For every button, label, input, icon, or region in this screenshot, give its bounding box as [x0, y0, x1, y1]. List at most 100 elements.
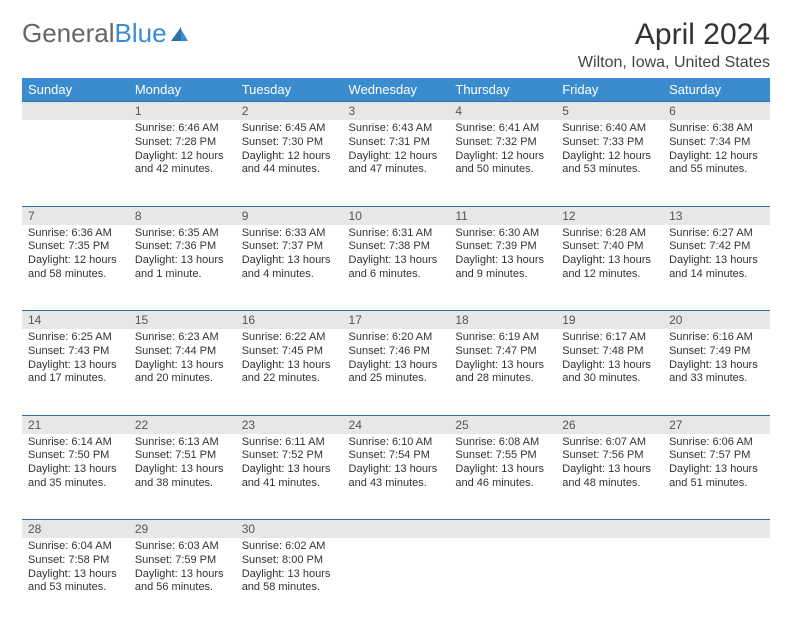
dow-header: Sunday [22, 78, 129, 102]
daylight-text: Daylight: 12 hours and 42 minutes. [135, 150, 230, 178]
sunrise-text: Sunrise: 6:43 AM [349, 122, 444, 136]
daylight-text: Daylight: 13 hours and 20 minutes. [135, 359, 230, 387]
day-number: 10 [343, 206, 450, 225]
day-number [449, 520, 556, 539]
sunset-text: Sunset: 7:37 PM [242, 240, 337, 254]
sunrise-text: Sunrise: 6:35 AM [135, 227, 230, 241]
day-number: 13 [663, 206, 770, 225]
sunrise-text: Sunrise: 6:10 AM [349, 436, 444, 450]
day-number [343, 520, 450, 539]
day-cell: Sunrise: 6:36 AMSunset: 7:35 PMDaylight:… [22, 225, 129, 311]
daylight-text: Daylight: 13 hours and 12 minutes. [562, 254, 657, 282]
daynum-row: 282930 [22, 520, 770, 539]
sunrise-text: Sunrise: 6:41 AM [455, 122, 550, 136]
sunrise-text: Sunrise: 6:20 AM [349, 331, 444, 345]
sunset-text: Sunset: 7:44 PM [135, 345, 230, 359]
day-cell: Sunrise: 6:04 AMSunset: 7:58 PMDaylight:… [22, 538, 129, 624]
day-cell: Sunrise: 6:22 AMSunset: 7:45 PMDaylight:… [236, 329, 343, 415]
daylight-text: Daylight: 13 hours and 17 minutes. [28, 359, 123, 387]
day-cell: Sunrise: 6:45 AMSunset: 7:30 PMDaylight:… [236, 120, 343, 206]
header: GeneralBlue April 2024 Wilton, Iowa, Uni… [22, 18, 770, 72]
daylight-text: Daylight: 12 hours and 47 minutes. [349, 150, 444, 178]
dow-header: Thursday [449, 78, 556, 102]
day-cell: Sunrise: 6:38 AMSunset: 7:34 PMDaylight:… [663, 120, 770, 206]
day-number: 18 [449, 311, 556, 330]
logo: GeneralBlue [22, 18, 189, 49]
day-number: 12 [556, 206, 663, 225]
day-cell: Sunrise: 6:46 AMSunset: 7:28 PMDaylight:… [129, 120, 236, 206]
daylight-text: Daylight: 13 hours and 4 minutes. [242, 254, 337, 282]
day-cell [449, 538, 556, 624]
dow-header: Wednesday [343, 78, 450, 102]
day-number: 19 [556, 311, 663, 330]
day-number [22, 102, 129, 121]
day-number: 15 [129, 311, 236, 330]
daynum-row: 123456 [22, 102, 770, 121]
sunrise-text: Sunrise: 6:07 AM [562, 436, 657, 450]
daylight-text: Daylight: 13 hours and 51 minutes. [669, 463, 764, 491]
daylight-text: Daylight: 13 hours and 41 minutes. [242, 463, 337, 491]
sunrise-text: Sunrise: 6:19 AM [455, 331, 550, 345]
day-cell [663, 538, 770, 624]
sunrise-text: Sunrise: 6:17 AM [562, 331, 657, 345]
day-number: 2 [236, 102, 343, 121]
dow-row: Sunday Monday Tuesday Wednesday Thursday… [22, 78, 770, 102]
day-cell: Sunrise: 6:28 AMSunset: 7:40 PMDaylight:… [556, 225, 663, 311]
day-cell [343, 538, 450, 624]
sunset-text: Sunset: 7:56 PM [562, 449, 657, 463]
daylight-text: Daylight: 13 hours and 35 minutes. [28, 463, 123, 491]
day-number: 11 [449, 206, 556, 225]
sunrise-text: Sunrise: 6:45 AM [242, 122, 337, 136]
day-number: 9 [236, 206, 343, 225]
day-cell: Sunrise: 6:03 AMSunset: 7:59 PMDaylight:… [129, 538, 236, 624]
day-number: 16 [236, 311, 343, 330]
day-cell: Sunrise: 6:19 AMSunset: 7:47 PMDaylight:… [449, 329, 556, 415]
sunset-text: Sunset: 7:57 PM [669, 449, 764, 463]
daylight-text: Daylight: 12 hours and 44 minutes. [242, 150, 337, 178]
day-number: 30 [236, 520, 343, 539]
daylight-text: Daylight: 13 hours and 9 minutes. [455, 254, 550, 282]
dow-header: Friday [556, 78, 663, 102]
day-cell: Sunrise: 6:02 AMSunset: 8:00 PMDaylight:… [236, 538, 343, 624]
sunset-text: Sunset: 7:38 PM [349, 240, 444, 254]
day-number: 7 [22, 206, 129, 225]
day-number [556, 520, 663, 539]
month-title: April 2024 [578, 18, 770, 52]
daylight-text: Daylight: 13 hours and 25 minutes. [349, 359, 444, 387]
day-cell: Sunrise: 6:13 AMSunset: 7:51 PMDaylight:… [129, 434, 236, 520]
week-row: Sunrise: 6:25 AMSunset: 7:43 PMDaylight:… [22, 329, 770, 415]
daylight-text: Daylight: 13 hours and 22 minutes. [242, 359, 337, 387]
daylight-text: Daylight: 13 hours and 30 minutes. [562, 359, 657, 387]
sunset-text: Sunset: 7:35 PM [28, 240, 123, 254]
day-cell: Sunrise: 6:25 AMSunset: 7:43 PMDaylight:… [22, 329, 129, 415]
sunset-text: Sunset: 7:34 PM [669, 136, 764, 150]
day-number: 3 [343, 102, 450, 121]
day-cell: Sunrise: 6:10 AMSunset: 7:54 PMDaylight:… [343, 434, 450, 520]
daylight-text: Daylight: 13 hours and 43 minutes. [349, 463, 444, 491]
sunset-text: Sunset: 7:51 PM [135, 449, 230, 463]
day-cell: Sunrise: 6:43 AMSunset: 7:31 PMDaylight:… [343, 120, 450, 206]
sunrise-text: Sunrise: 6:02 AM [242, 540, 337, 554]
day-number: 27 [663, 415, 770, 434]
sunrise-text: Sunrise: 6:36 AM [28, 227, 123, 241]
sunrise-text: Sunrise: 6:25 AM [28, 331, 123, 345]
daylight-text: Daylight: 13 hours and 58 minutes. [242, 568, 337, 596]
day-number: 24 [343, 415, 450, 434]
daylight-text: Daylight: 13 hours and 48 minutes. [562, 463, 657, 491]
sail-icon [169, 25, 189, 43]
sunset-text: Sunset: 7:47 PM [455, 345, 550, 359]
daylight-text: Daylight: 13 hours and 6 minutes. [349, 254, 444, 282]
sunset-text: Sunset: 7:48 PM [562, 345, 657, 359]
sunrise-text: Sunrise: 6:31 AM [349, 227, 444, 241]
daylight-text: Daylight: 13 hours and 38 minutes. [135, 463, 230, 491]
sunset-text: Sunset: 7:58 PM [28, 554, 123, 568]
day-cell: Sunrise: 6:14 AMSunset: 7:50 PMDaylight:… [22, 434, 129, 520]
week-row: Sunrise: 6:04 AMSunset: 7:58 PMDaylight:… [22, 538, 770, 624]
day-cell: Sunrise: 6:11 AMSunset: 7:52 PMDaylight:… [236, 434, 343, 520]
sunrise-text: Sunrise: 6:13 AM [135, 436, 230, 450]
day-number: 14 [22, 311, 129, 330]
logo-text: GeneralBlue [22, 18, 167, 49]
day-number: 8 [129, 206, 236, 225]
day-number: 20 [663, 311, 770, 330]
sunset-text: Sunset: 7:28 PM [135, 136, 230, 150]
